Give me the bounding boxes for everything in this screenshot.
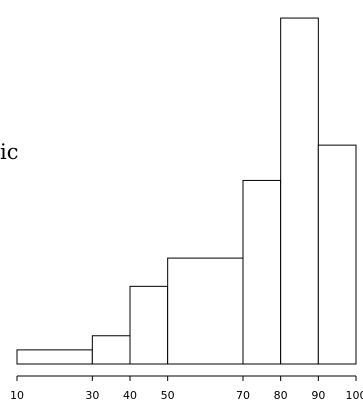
x-tick-label-50: 50 <box>161 389 175 402</box>
clipped-side-text: ic <box>0 140 19 164</box>
histogram-bar-80-90 <box>280 17 319 365</box>
histogram-bars <box>16 17 357 365</box>
x-tick-label-90: 90 <box>311 389 325 402</box>
histogram-bar-30-40 <box>91 335 131 365</box>
x-axis: 10 30 40 50 70 80 90 100 <box>10 375 363 402</box>
x-tick-label-70: 70 <box>236 389 250 402</box>
histogram-bar-90-100 <box>317 144 357 365</box>
x-tick-label-100: 100 <box>346 389 363 402</box>
x-tick-label-10: 10 <box>10 389 24 402</box>
x-tick-label-30: 30 <box>85 389 99 402</box>
histogram-bar-70-80 <box>242 179 282 365</box>
histogram-bar-40-50 <box>129 285 169 365</box>
histogram-bar-10-30 <box>16 349 93 365</box>
x-tick-label-80: 80 <box>274 389 288 402</box>
histogram-bar-50-70 <box>167 257 244 365</box>
x-tick-label-40: 40 <box>123 389 137 402</box>
